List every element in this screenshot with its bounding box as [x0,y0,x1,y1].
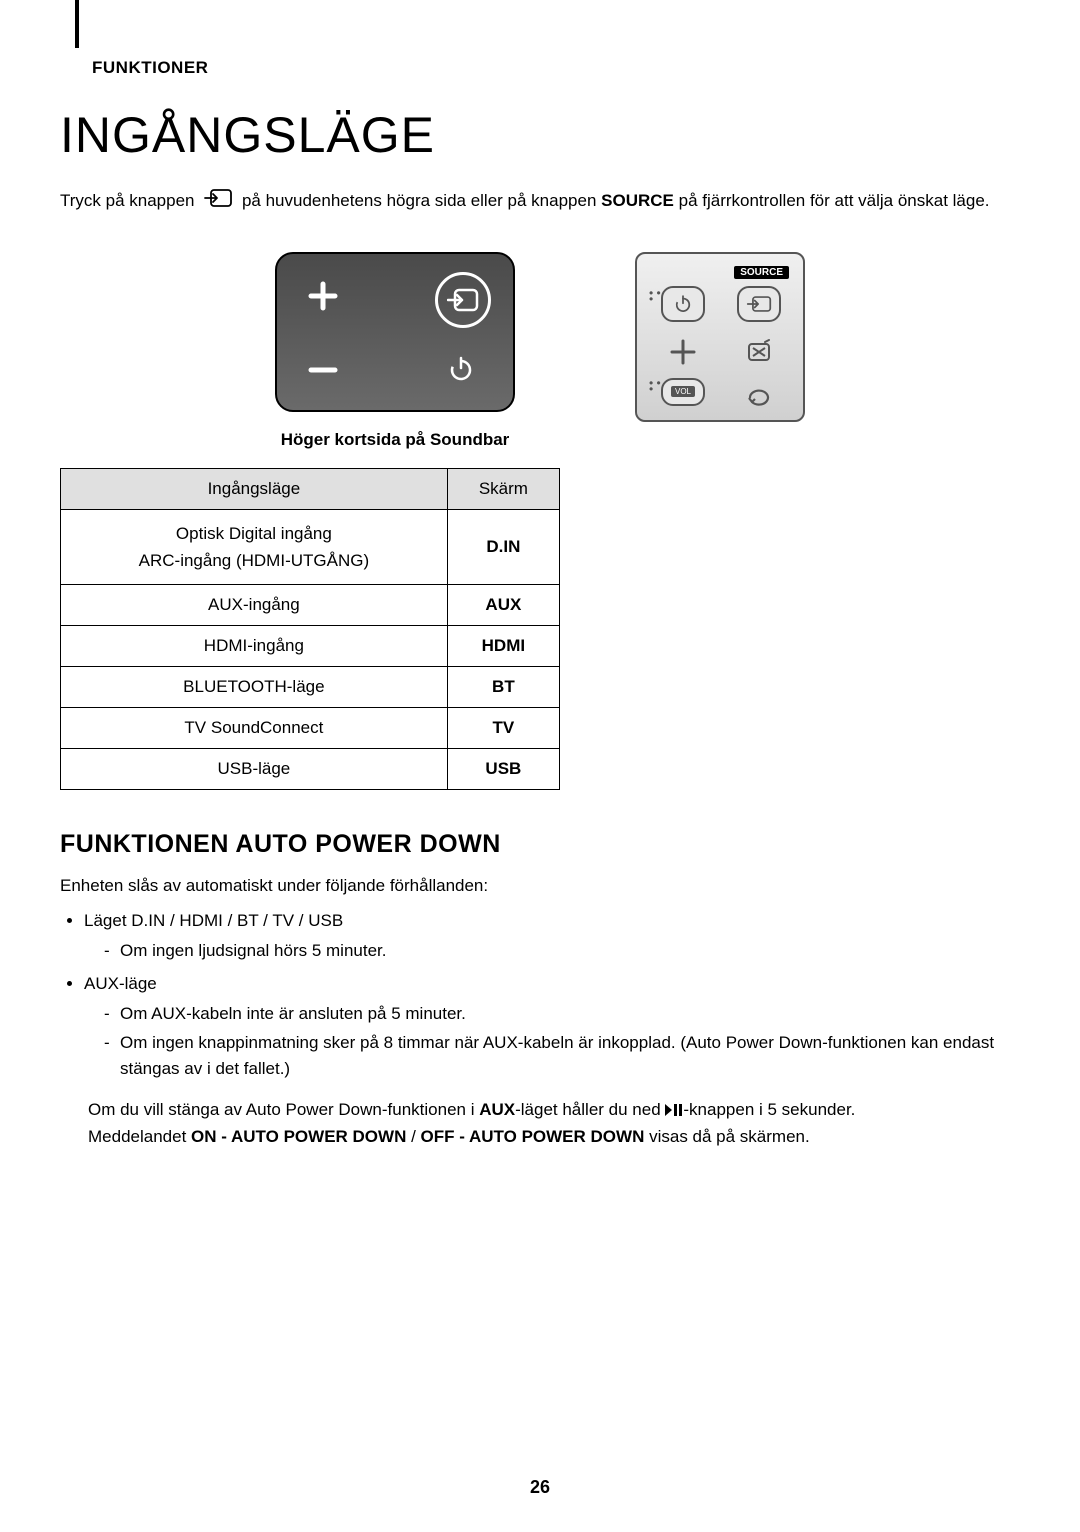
diagram-row: Höger kortsida på Soundbar SOURCE • •• •… [60,252,1020,450]
remote-vol-label: VOL [671,386,695,397]
intro-text: på huvudenhetens högra sida eller på kna… [242,191,601,210]
power-icon [447,355,475,388]
source-button-icon [435,272,491,328]
closing-strong: OFF - AUTO POWER DOWN [421,1127,645,1146]
closing-strong: AUX [479,1100,515,1119]
table-row: AUX-ingångAUX [61,584,560,625]
section-bar [75,0,79,48]
soundbar-diagram: Höger kortsida på Soundbar [275,252,515,450]
list-sub-item: Om ingen knappinmatning sker på 8 timmar… [104,1030,1020,1081]
remote-dots-icon: • •• [649,380,661,392]
remote-volume-up-icon [661,334,705,370]
table-row: HDMI-ingångHDMI [61,625,560,666]
volume-down-icon [305,352,341,388]
list-sub-item: Om AUX-kabeln inte är ansluten på 5 minu… [104,1001,1020,1027]
soundbar-panel [275,252,515,412]
closing-text: Om du vill stänga av Auto Power Down-fun… [88,1100,479,1119]
intro-paragraph: Tryck på knappen på huvudenhetens högra … [60,188,1020,216]
table-cell: HDMI-ingång [61,625,448,666]
bullet-list: Läget D.IN / HDMI / BT / TV / USBOm inge… [84,908,1020,1081]
table-cell: Optisk Digital ingångARC-ingång (HDMI-UT… [61,509,448,584]
soundbar-caption: Höger kortsida på Soundbar [275,430,515,450]
closing-strong: ON - AUTO POWER DOWN [191,1127,406,1146]
table-row: TV SoundConnectTV [61,707,560,748]
table-cell: TV SoundConnect [61,707,448,748]
table-cell: AUX-ingång [61,584,448,625]
list-item: Läget D.IN / HDMI / BT / TV / USBOm inge… [84,908,1020,963]
table-cell: USB [447,748,559,789]
table-cell: AUX [447,584,559,625]
table-cell: USB-läge [61,748,448,789]
table-cell: D.IN [447,509,559,584]
sub-intro: Enheten slås av automatiskt under följan… [60,873,1020,899]
table-cell: BT [447,666,559,707]
remote-power-button [661,286,705,322]
remote-source-label: SOURCE [734,266,789,279]
source-input-icon [203,188,233,216]
table-header: Ingångsläge [61,468,448,509]
remote-diagram: SOURCE • •• • •• [635,252,805,422]
intro-strong: SOURCE [601,191,674,210]
closing-text: -knappen i 5 sekunder. [683,1100,855,1119]
remote-source-button [737,286,781,322]
table-cell: BLUETOOTH-läge [61,666,448,707]
page-title: INGÅNGSLÄGE [60,106,1020,164]
intro-text: på fjärrkontrollen för att välja önskat … [679,191,990,210]
remote-repeat-icon [737,378,781,414]
volume-up-icon [305,278,341,314]
remote-dots-icon: • •• [649,290,661,302]
table-cell: TV [447,707,559,748]
remote-pair-icon [737,334,781,370]
closing-text: / [406,1127,420,1146]
list-item: AUX-lägeOm AUX-kabeln inte är ansluten p… [84,971,1020,1081]
closing-paragraph: Om du vill stänga av Auto Power Down-fun… [88,1097,1020,1150]
sub-heading: FUNKTIONEN AUTO POWER DOWN [60,830,1020,859]
input-mode-table: Ingångsläge Skärm Optisk Digital ingångA… [60,468,560,790]
table-cell: HDMI [447,625,559,666]
remote-vol-button: VOL [661,378,705,406]
list-sub-item: Om ingen ljudsignal hörs 5 minuter. [104,938,1020,964]
table-header: Skärm [447,468,559,509]
intro-text: Tryck på knappen [60,191,199,210]
table-row: USB-lägeUSB [61,748,560,789]
closing-text: -läget håller du ned [515,1100,665,1119]
table-row: BLUETOOTH-lägeBT [61,666,560,707]
page-number: 26 [0,1477,1080,1498]
table-row: Optisk Digital ingångARC-ingång (HDMI-UT… [61,509,560,584]
section-label: FUNKTIONER [92,58,1020,78]
closing-text: Meddelandet [88,1127,191,1146]
closing-text: visas då på skärmen. [644,1127,809,1146]
play-pause-icon [665,1098,683,1124]
